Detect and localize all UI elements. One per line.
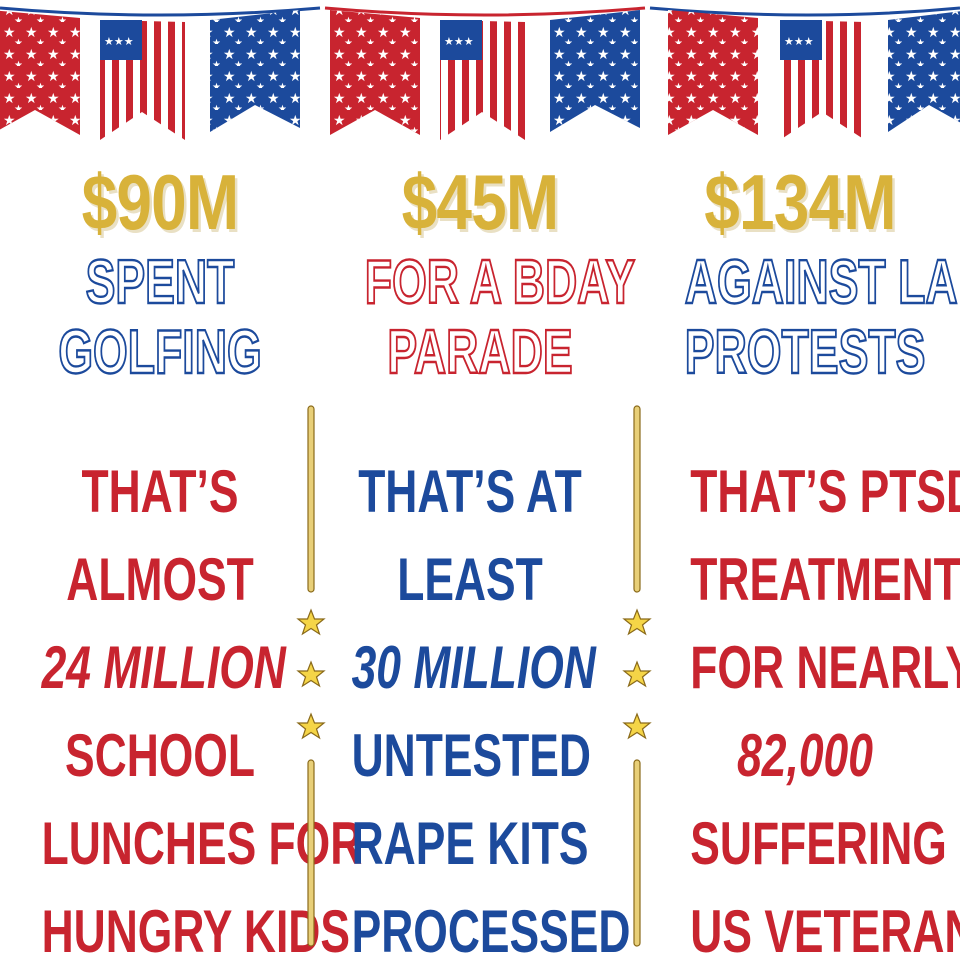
parade-line-5: RAPE KITS [351,810,589,877]
star-icon [622,608,652,740]
column-protests: $134M AGAINST LA PROTESTS [640,158,960,387]
amount-golf: $90M [81,158,240,246]
protests-line-6: US VETERANS [690,898,960,960]
protests-line-1: THAT’S PTSD [690,458,960,525]
divider-right [622,405,652,947]
protests-line-3: FOR NEARLY [690,634,960,701]
golf-line-4: SCHOOL [65,722,255,789]
flag-bunting: ★ ★ ★ ★★ ★ ★★ [0,6,960,140]
protests-line-4: 82,000 [737,722,873,789]
golf-line-5: LUNCHES FOR [41,810,363,877]
amount-parade: $45M [401,158,560,246]
svg-text:★★★: ★★★ [104,35,134,48]
amount-protests: $134M [704,158,896,246]
column-golf: $90M SPENT GOLFING [0,158,320,387]
parade-line-4: UNTESTED [351,722,591,789]
subhead-parade-line-1: FOR A BDAY [364,248,636,317]
golf-line-2: ALMOST [66,546,254,613]
parade-line-3: 30 MILLION [351,634,596,701]
subhead-parade-line-2: PARADE [387,318,574,387]
svg-text:★★★: ★★★ [784,35,814,48]
subhead-golf-line-1: SPENT [85,248,236,317]
star-icon [296,608,326,740]
bunting-group-3: ★★★ [668,10,960,140]
subhead-protests-line-2: PROTESTS [684,318,926,387]
column-protests-body: THAT’S PTSD TREATMENT FOR NEARLY 82,000 … [650,448,960,960]
parade-line-2: LEAST [397,546,543,613]
subhead-protests-line-1: AGAINST LA [684,248,959,317]
bunting-group-1: ★★★ [0,10,300,140]
protests-line-2: TREATMENT [690,546,960,613]
subhead-golf-line-2: GOLFING [57,318,262,387]
column-parade-body: THAT’S AT LEAST 30 MILLION UNTESTED RAPE… [310,448,631,960]
golf-line-3: 24 MILLION [41,634,286,701]
golf-line-1: THAT’S [81,458,239,525]
divider-left [296,405,326,947]
column-parade: $45M FOR A BDAY PARADE [320,158,640,387]
protests-line-5: SUFFERING [690,810,947,877]
parade-line-6: PROCESSED [351,898,631,960]
column-golf-body: THAT’S ALMOST 24 MILLION SCHOOL LUNCHES … [0,448,363,960]
parade-line-1: THAT’S AT [358,458,582,525]
svg-text:★★★: ★★★ [444,35,474,48]
bunting-group-2: ★★★ [330,10,640,140]
golf-line-6: HUNGRY KIDS [41,898,350,960]
